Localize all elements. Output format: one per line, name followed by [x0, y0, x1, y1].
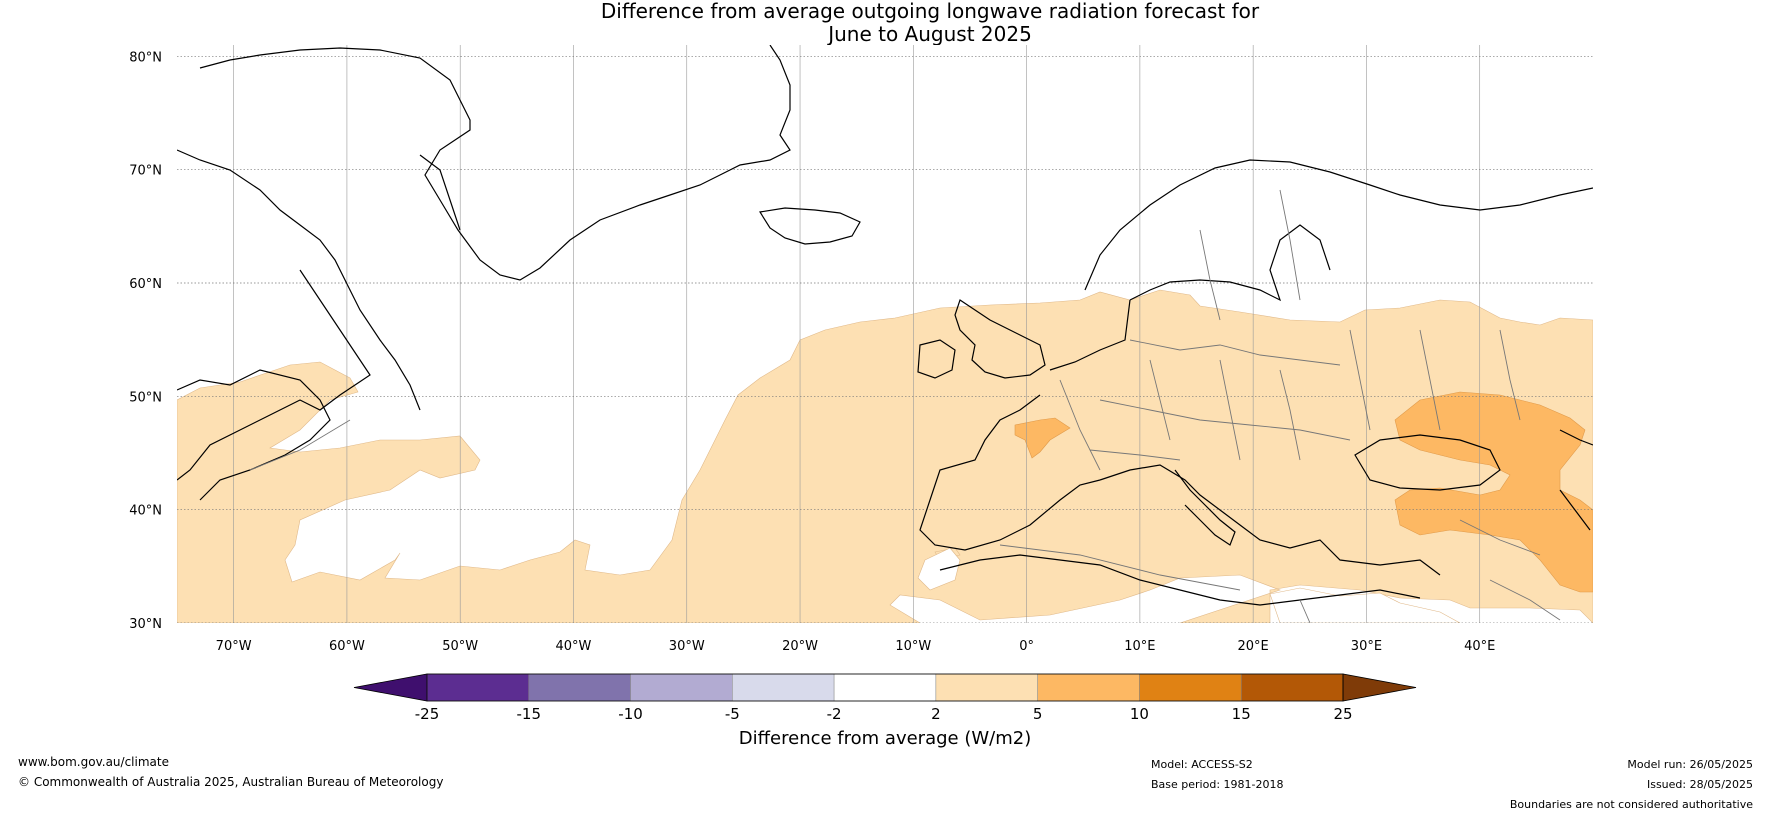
latitude-labels: 80°N 70°N 60°N 50°N 40°N 30°N: [129, 50, 162, 632]
longitude-label: 60°W: [329, 639, 365, 654]
greenland-inner-coast: [419, 154, 461, 231]
longitude-label: 40°W: [556, 639, 592, 654]
border-line: [249, 189, 1561, 623]
base-period: Base period: 1981-2018: [1151, 778, 1284, 791]
coastlines: [177, 45, 1593, 606]
longitude-label: 20°W: [782, 639, 818, 654]
colorbar-bin: [528, 673, 631, 702]
longitude-label: 40°E: [1464, 639, 1495, 654]
colorbar-tick-label: 10: [1130, 705, 1149, 723]
scandinavia-coast: [1084, 159, 1593, 291]
colorbar-bin: [426, 673, 530, 702]
colorbar-tick-label: -5: [725, 705, 740, 723]
colorbar-tick-label: 5: [1033, 705, 1043, 723]
colorbar-tick-label: -2: [827, 705, 842, 723]
longitude-labels: 70°W 60°W 50°W 40°W 30°W 20°W 10°W 0° 10°E 20°E 30…: [216, 639, 1496, 654]
colorbar-bin: [630, 673, 733, 702]
black-sea-coast: [1354, 434, 1501, 491]
copyright-text: © Commonwealth of Australia 2025, Austra…: [18, 775, 444, 789]
latitude-label: 80°N: [129, 50, 162, 65]
colorbar-tick-label: 25: [1333, 705, 1352, 723]
latitude-label: 60°N: [129, 277, 162, 292]
model-run-date: Model run: 26/05/2025: [1627, 758, 1753, 771]
colorbar-bin: [1037, 673, 1140, 702]
baffin-coast: [177, 149, 421, 411]
colorbar-tick-label: 15: [1232, 705, 1251, 723]
colorbar-bin: [833, 673, 937, 702]
longitude-label: 10°W: [895, 639, 931, 654]
latitude-label: 40°N: [129, 504, 162, 519]
colorbar-tick-labels: -25 -15 -10 -5 -2 2 5 10 15 25: [415, 705, 1353, 723]
model-name: Model: ACCESS-S2: [1151, 758, 1253, 771]
caspian-coast: [1559, 429, 1593, 531]
latitude-label: 30°N: [129, 617, 162, 632]
labrador-coast: [177, 269, 371, 481]
colorbar-bin: [1139, 673, 1242, 702]
anomaly-area-medium-france: [1014, 417, 1071, 459]
longitude-label: 0°: [1019, 639, 1034, 654]
british-isles-coast: [954, 299, 1046, 379]
colorbar-bin: [1240, 673, 1344, 702]
map-area: [177, 45, 1593, 623]
colorbar-title: Difference from average (W/m2): [738, 728, 1032, 749]
map-title: Difference from average outgoing longwav…: [0, 0, 1770, 46]
colorbar-tick-label: -25: [415, 705, 440, 723]
website-link[interactable]: www.bom.gov.au/climate: [18, 755, 169, 769]
title-line-2: June to August 2025: [828, 22, 1032, 46]
colorbar: [353, 673, 1417, 702]
colorbar-tick-label: -10: [618, 705, 643, 723]
longitude-label: 30°W: [669, 639, 705, 654]
country-borders: [249, 189, 1561, 623]
colorbar-tick-label: -15: [517, 705, 542, 723]
europe-west-coast: [919, 299, 1131, 551]
longitude-label: 30°E: [1351, 639, 1382, 654]
colorbar-bin: [732, 673, 835, 702]
baltic-coast: [1129, 224, 1331, 302]
gridlines: [177, 45, 1593, 623]
mediterranean-coast: [939, 464, 1441, 606]
longitude-label: 20°E: [1238, 639, 1269, 654]
longitude-label: 10°E: [1124, 639, 1155, 654]
near-normal-hole-1: [1269, 587, 1461, 623]
issued-date: Issued: 28/05/2025: [1646, 778, 1753, 791]
greenland-coast: [199, 45, 791, 281]
north-america-coast: [177, 369, 331, 501]
colorbar-extension-low: [353, 673, 428, 702]
colorbar-tick-label: 2: [931, 705, 941, 723]
anomaly-area-medium-east: [1394, 391, 1593, 593]
longitude-label: 70°W: [216, 639, 252, 654]
italy-coast: [1174, 469, 1236, 546]
ireland-coast: [917, 339, 956, 379]
boundary-disclaimer: Boundaries are not considered authoritat…: [1509, 798, 1753, 811]
longitude-label: 50°W: [442, 639, 478, 654]
colorbar-extension-high: [1342, 673, 1417, 702]
colorbar-outline: [426, 673, 1344, 702]
colorbar-bin: [935, 673, 1038, 702]
iceland-coast: [759, 207, 861, 245]
title-line-1: Difference from average outgoing longwav…: [600, 0, 1260, 23]
latitude-label: 50°N: [129, 390, 162, 405]
latitude-label: 70°N: [129, 164, 162, 179]
